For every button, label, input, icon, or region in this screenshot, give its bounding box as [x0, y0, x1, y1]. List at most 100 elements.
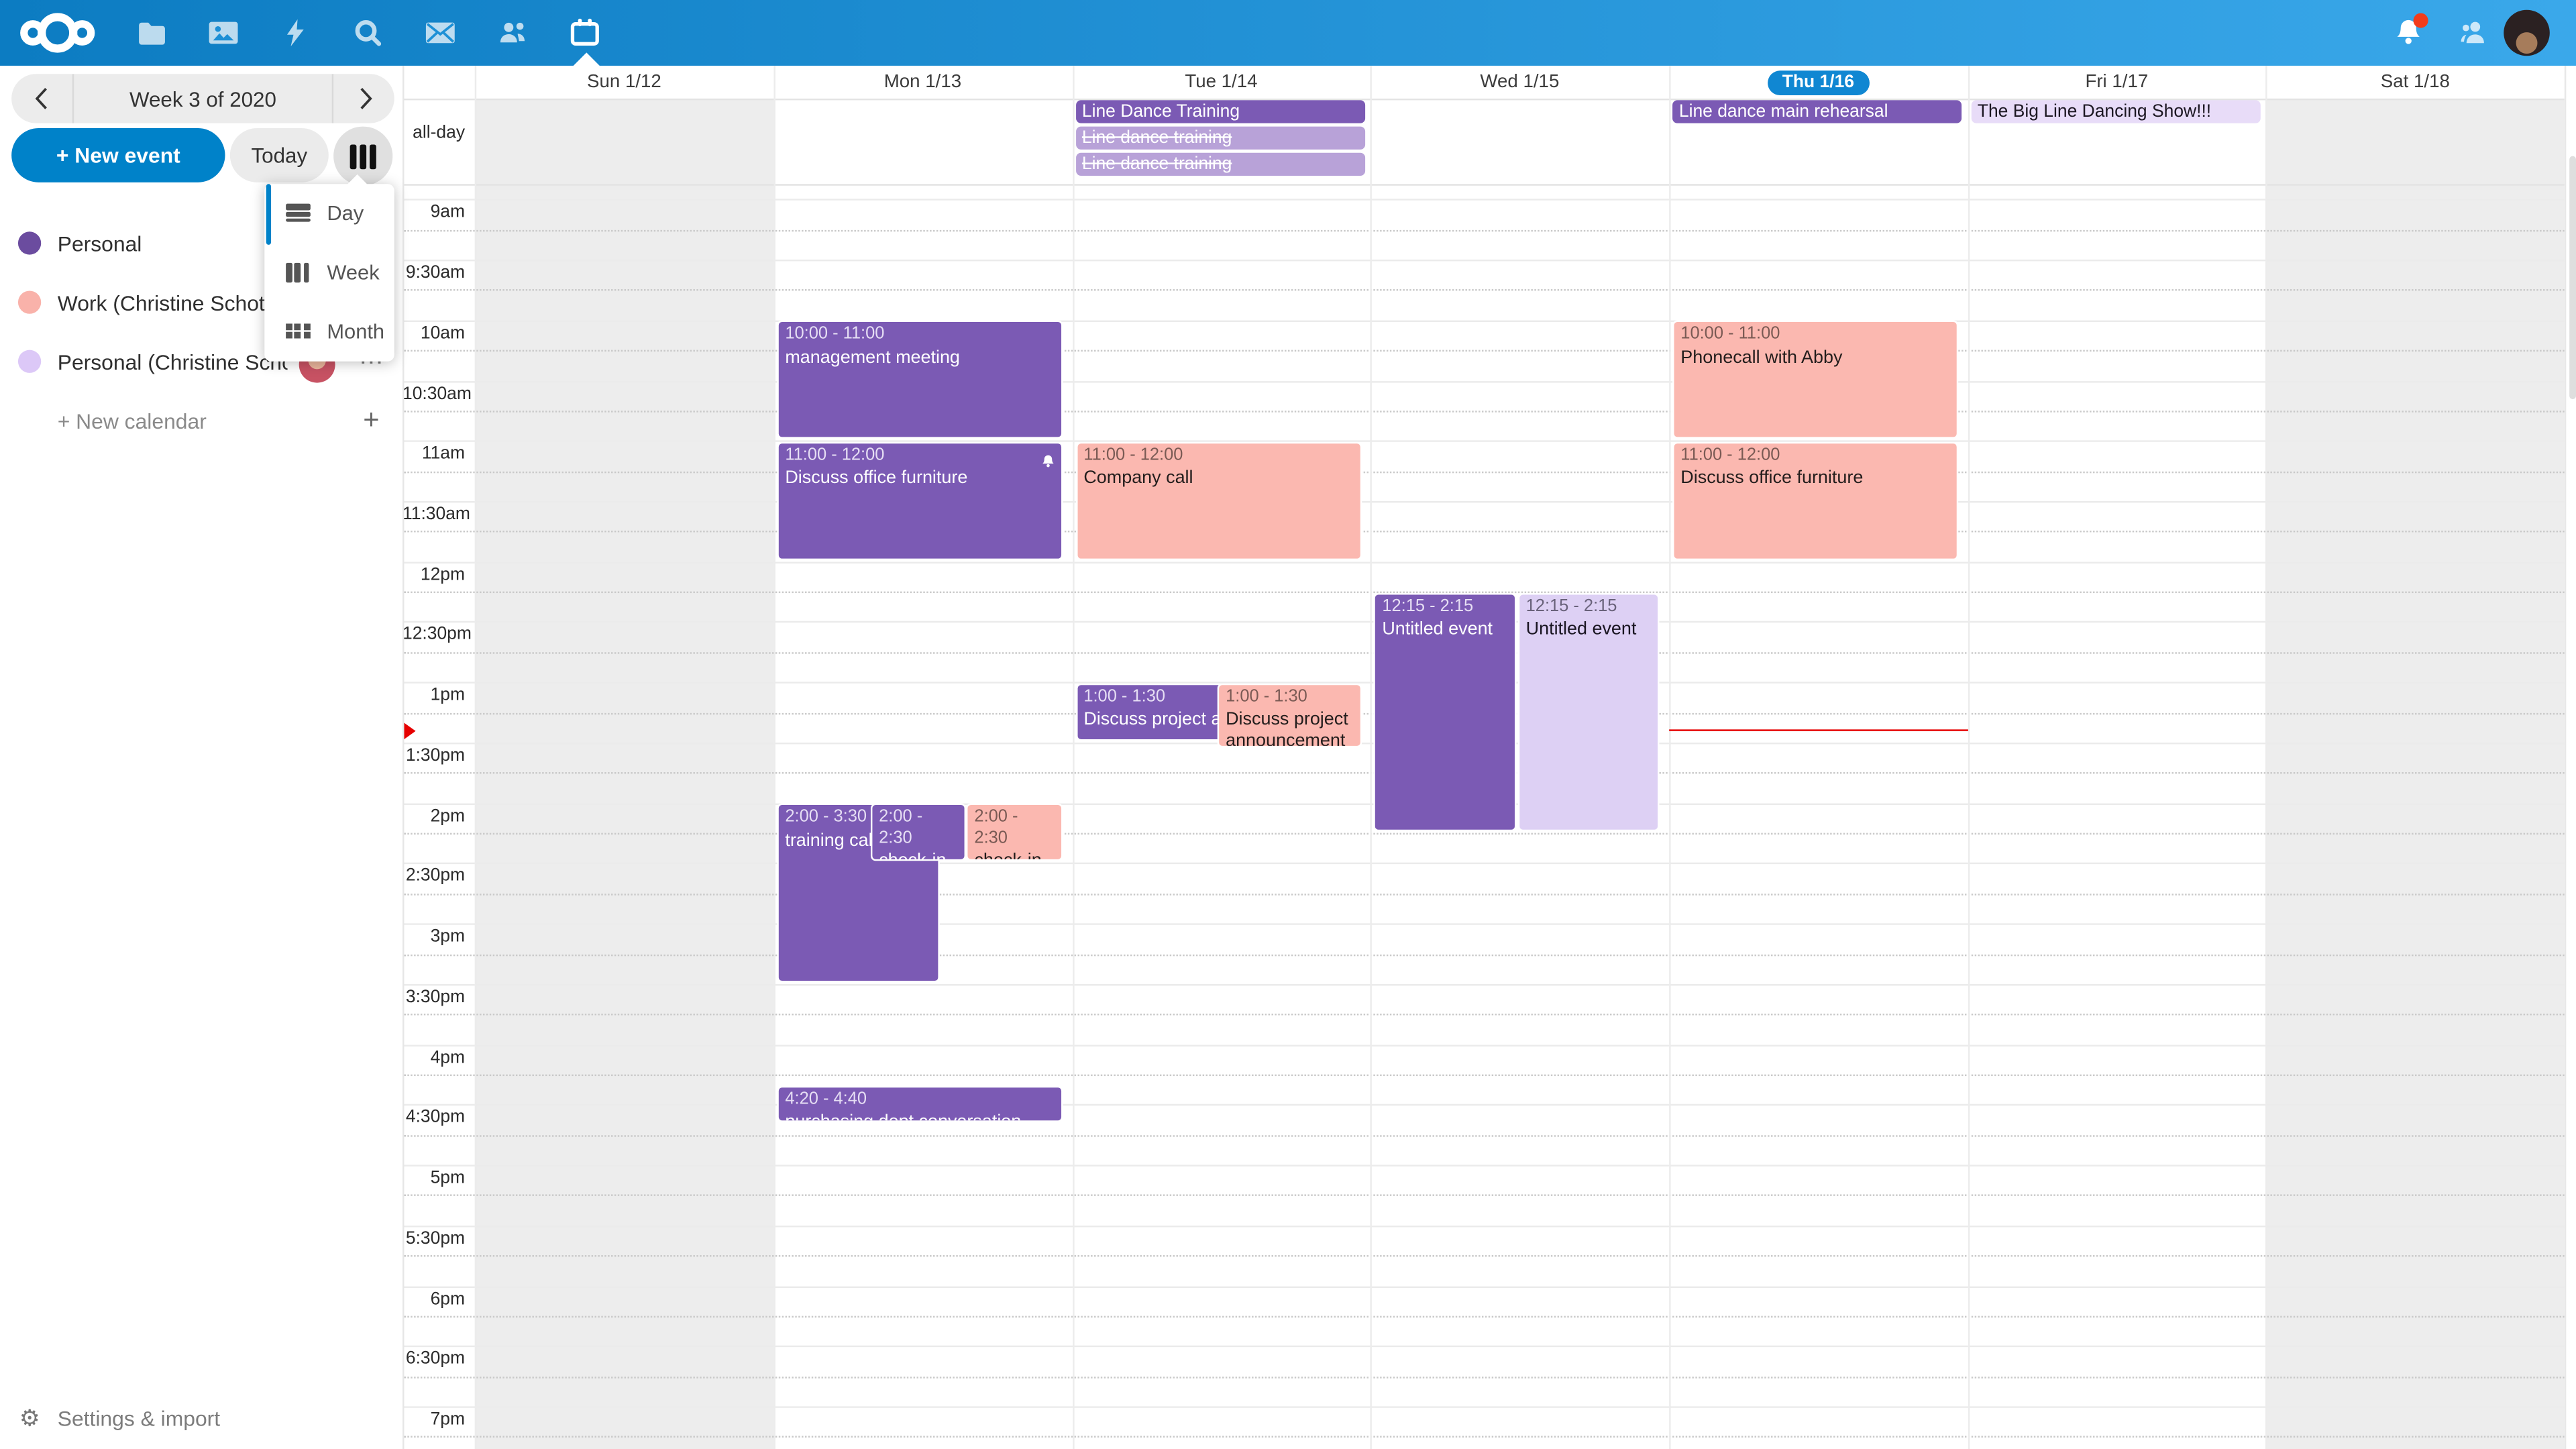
event-management-meeting[interactable]: 10:00 - 11:00 management meeting [777, 321, 1063, 439]
gridline-1125 [402, 1376, 2565, 1378]
gridline-690 [402, 500, 2565, 503]
column-border-5 [1967, 65, 1970, 1449]
today-pill: Thu 1/16 [1767, 70, 1870, 95]
gridline-585 [402, 289, 2565, 292]
calendar-item-work[interactable]: Work (Christine Schott) [0, 273, 402, 332]
event-untitled-event[interactable]: 12:15 - 2:15 Untitled event [1517, 592, 1660, 831]
event-title: check-in [974, 852, 1055, 860]
gridline-1155 [402, 1436, 2565, 1438]
gridline-1095 [402, 1316, 2565, 1318]
alarm-bell-icon [1040, 448, 1056, 478]
new-calendar-row[interactable]: + New calendar + [0, 391, 402, 450]
calendar-item-personal[interactable]: Personal [0, 213, 402, 272]
notification-badge [2413, 13, 2428, 28]
week-view-icon [286, 262, 311, 282]
allday-event[interactable]: Line dance main rehearsal [1672, 101, 1962, 124]
event-time: 2:00 - 2:30 [974, 808, 1018, 848]
time-label-2:30pm: 2:30pm [405, 866, 466, 886]
menu-item-month[interactable]: Month [264, 301, 394, 360]
day-header-0: Sun 1/12 [587, 72, 661, 93]
grid-scrollbar [2564, 65, 2576, 1449]
today-button[interactable]: Today [229, 128, 329, 182]
notifications-bell-icon[interactable] [2375, 0, 2441, 66]
view-mode-button[interactable] [333, 126, 393, 186]
add-calendar-icon[interactable]: + [363, 404, 380, 435]
time-label-2pm: 2pm [430, 806, 466, 826]
time-label-11am: 11am [421, 443, 466, 464]
gridline-675 [402, 470, 2565, 473]
photos-app-icon[interactable] [191, 0, 256, 66]
event-phonecall-with-abby[interactable]: 10:00 - 11:00 Phonecall with Abby [1672, 321, 1959, 439]
event-title: training call [785, 830, 877, 851]
current-time-arrow [404, 722, 416, 739]
contacts-app-icon[interactable] [480, 0, 545, 66]
time-label-6pm: 6pm [430, 1289, 466, 1309]
calendar-item-personal-shared[interactable]: Personal (Christine Scho... ⋯ [0, 332, 402, 391]
event-discuss-project-announcement[interactable]: 1:00 - 1:30 Discuss project announcement [1075, 683, 1224, 741]
column-border-2 [1071, 65, 1074, 1449]
event-discuss-project-announcement[interactable]: 1:00 - 1:30 Discuss project announcement [1217, 683, 1362, 747]
time-label-5pm: 5pm [430, 1168, 466, 1188]
search-app-icon[interactable] [335, 0, 401, 66]
activity-app-icon[interactable] [263, 0, 329, 66]
event-purchasing-dept-conversation[interactable]: 4:20 - 4:40 purchasing dept conversation [777, 1085, 1063, 1123]
gridline-735 [402, 591, 2565, 594]
allday-event[interactable]: Line dance training [1075, 126, 1365, 150]
allday-event[interactable]: Line dance training [1075, 152, 1365, 176]
event-discuss-office-furniture[interactable]: 11:00 - 12:00 Discuss office furniture [777, 441, 1063, 559]
gridline-600 [402, 319, 2565, 322]
current-time-line [1668, 729, 1968, 732]
event-check-in[interactable]: 2:00 - 2:30 check-in [870, 804, 967, 861]
event-check-in[interactable]: 2:00 - 2:30 check-in [966, 804, 1063, 861]
calendar-app-icon[interactable] [552, 0, 618, 66]
gridline-720 [402, 561, 2565, 564]
new-event-button[interactable]: + New event [11, 128, 225, 182]
allday-event[interactable]: The Big Line Dancing Show!!! [1971, 101, 2261, 124]
event-time: 12:15 - 2:15 [1382, 597, 1474, 616]
time-label-12pm: 12pm [420, 564, 466, 585]
time-label-4:30pm: 4:30pm [405, 1108, 466, 1128]
week-label[interactable]: Week 3 of 2020 [72, 74, 334, 123]
day-header-4: Thu 1/16 [1669, 66, 1968, 99]
time-label-3pm: 3pm [430, 926, 466, 947]
column-border-3 [1370, 65, 1373, 1449]
calendar-color-dot [17, 350, 42, 373]
user-avatar[interactable] [2504, 9, 2550, 56]
event-title: purchasing dept conversation [785, 1112, 1022, 1123]
event-time: 11:00 - 12:00 [1083, 446, 1183, 465]
header-underline [402, 98, 2565, 101]
day-header-1: Mon 1/13 [883, 72, 962, 93]
scrollbar-thumb[interactable] [2568, 156, 2575, 400]
allday-event[interactable]: Line Dance Training [1075, 101, 1365, 124]
gridline-1005 [402, 1134, 2565, 1137]
time-label-10:30am: 10:30am [402, 383, 472, 404]
files-app-icon[interactable] [118, 0, 184, 66]
previous-week-button[interactable] [11, 74, 72, 123]
event-time: 12:15 - 2:15 [1525, 597, 1617, 616]
mail-app-icon[interactable] [407, 0, 473, 66]
event-untitled-event[interactable]: 12:15 - 2:15 Untitled event [1374, 592, 1517, 831]
nextcloud-logo[interactable] [16, 10, 98, 56]
gridline-885 [402, 893, 2565, 896]
contacts-menu-icon[interactable] [2440, 0, 2506, 66]
event-title: Untitled event [1382, 619, 1493, 640]
next-week-button[interactable] [333, 74, 394, 123]
event-training-call[interactable]: 2:00 - 3:30 training call [777, 804, 941, 982]
time-label-7pm: 7pm [430, 1409, 466, 1430]
event-time: 10:00 - 11:00 [785, 325, 885, 344]
gridline-1065 [402, 1255, 2565, 1258]
column-border-0 [474, 65, 477, 1449]
event-discuss-office-furniture[interactable]: 11:00 - 12:00 Discuss office furniture [1672, 441, 1959, 559]
time-label-9am: 9am [430, 202, 466, 223]
gridline-960 [402, 1044, 2565, 1046]
view-mode-menu: Day Week Month [264, 173, 394, 361]
event-company-call[interactable]: 11:00 - 12:00 Company call [1075, 441, 1362, 559]
menu-item-week[interactable]: Week [264, 242, 394, 301]
time-label-11:30am: 11:30am [402, 504, 470, 525]
menu-item-day[interactable]: Day [264, 183, 394, 242]
settings-import-button[interactable]: ⚙︎ Settings & import [0, 1398, 402, 1438]
gridline-645 [402, 410, 2565, 413]
sidebar-divider [402, 65, 405, 1449]
allday-underline [402, 183, 2565, 185]
